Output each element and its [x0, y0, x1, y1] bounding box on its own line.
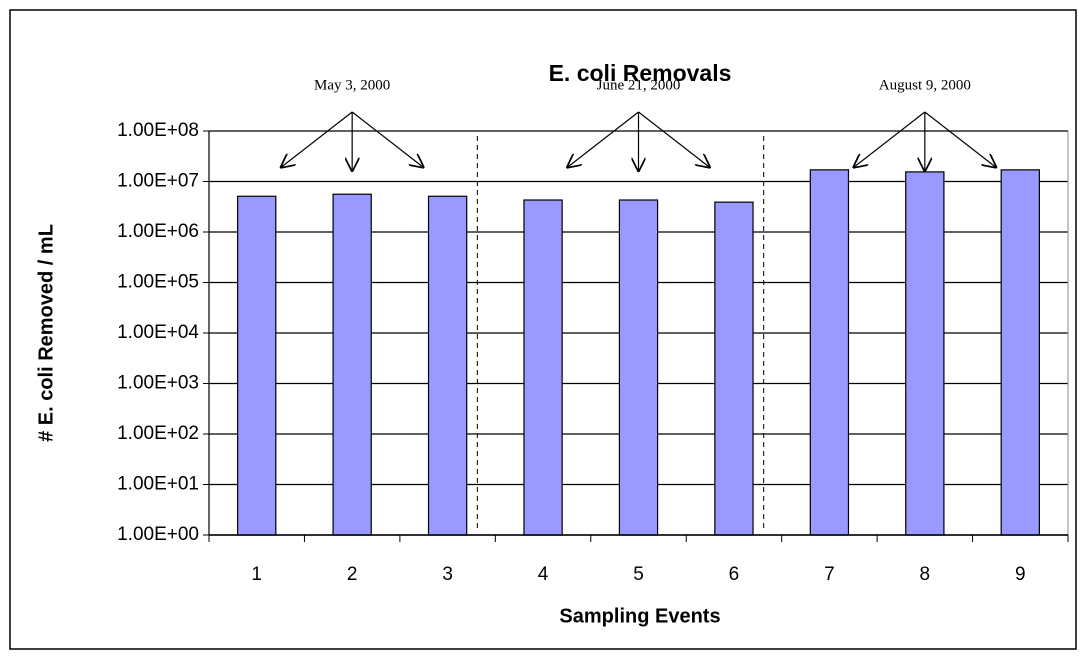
annotation-arrow	[924, 111, 997, 168]
x-axis-label: Sampling Events	[559, 605, 720, 627]
y-tick-label: 1.00E+07	[117, 171, 199, 192]
annotation-arrow	[638, 111, 711, 168]
x-tick-label: 5	[633, 564, 644, 585]
x-tick-label: 8	[920, 564, 931, 585]
x-tick-label: 9	[1015, 564, 1026, 585]
x-tick-label: 6	[729, 564, 740, 585]
bar	[332, 193, 372, 536]
bar	[427, 195, 468, 536]
annotation: June 21, 2000	[597, 77, 681, 93]
x-tick-label: 1	[251, 564, 262, 585]
annotation-arrow	[351, 111, 424, 168]
annotation-arrow	[853, 111, 926, 168]
y-tick-label: 1.00E+06	[117, 221, 199, 242]
y-tick-label: 1.00E+05	[117, 272, 199, 293]
annotation: August 9, 2000	[879, 77, 971, 93]
bar	[618, 199, 659, 536]
bar	[237, 195, 277, 536]
y-tick-label: 1.00E+04	[117, 322, 199, 343]
y-tick-label: 1.00E+03	[117, 373, 199, 394]
bar	[714, 201, 754, 536]
chart-title: E. coli Removals	[549, 60, 732, 86]
bar	[1000, 169, 1040, 536]
annotation: May 3, 2000	[314, 77, 390, 93]
bar	[523, 199, 563, 536]
x-tick-label: 7	[824, 564, 835, 585]
x-tick-label: 4	[538, 564, 549, 585]
annotation-arrow	[567, 111, 639, 168]
y-tick-label: 1.00E+08	[117, 120, 199, 141]
x-tick-label: 3	[442, 564, 453, 585]
y-tick-label: 1.00E+02	[117, 423, 199, 444]
bar	[905, 171, 945, 536]
y-tick-label: 1.00E+00	[117, 524, 199, 545]
x-tick-label: 2	[347, 564, 358, 585]
y-tick-label: 1.00E+01	[117, 474, 199, 495]
y-axis-label: # E. coli Removed / mL	[35, 224, 57, 442]
bar	[809, 169, 850, 536]
annotation-arrow	[280, 111, 353, 168]
